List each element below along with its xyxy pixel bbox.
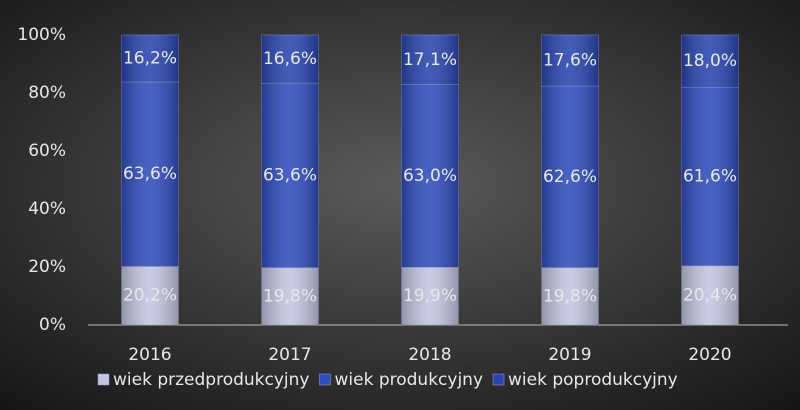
y-tick-label: 80%: [28, 83, 66, 103]
data-label: 61,6%: [683, 167, 737, 187]
bar-shade: [261, 267, 319, 325]
bar-shade: [681, 265, 739, 325]
y-tick-label: 40%: [28, 199, 66, 219]
legend-label: wiek poprodukcyjny: [508, 370, 678, 390]
legend-swatch: [97, 373, 110, 386]
bar-shade: [401, 84, 459, 268]
y-tick-label: 0%: [39, 315, 66, 335]
x-tick-label: 2016: [128, 345, 171, 365]
bar-shade: [261, 83, 319, 268]
bar-shade: [401, 35, 459, 85]
bar-shade: [121, 35, 179, 82]
legend-label: wiek przedprodukcyjny: [113, 370, 309, 390]
bar-shade: [121, 81, 179, 267]
bar-shade: [261, 35, 319, 84]
x-tick-label: 2018: [408, 345, 451, 365]
legend-label: wiek produkcyjny: [334, 370, 483, 390]
y-tick-label: 20%: [28, 257, 66, 277]
data-label: 63,6%: [123, 164, 177, 184]
bar-shade: [401, 267, 459, 325]
bar-shade: [681, 87, 739, 266]
data-label: 16,6%: [263, 49, 317, 69]
bar-shade: [121, 266, 179, 325]
x-tick-label: 2019: [548, 345, 591, 365]
data-label: 19,8%: [263, 286, 317, 306]
data-label: 19,8%: [543, 286, 597, 306]
x-tick-label: 2020: [688, 345, 731, 365]
data-label: 18,0%: [683, 51, 737, 71]
data-label: 17,1%: [403, 50, 457, 70]
data-label: 63,6%: [263, 165, 317, 185]
data-label: 17,6%: [543, 51, 597, 71]
bar-shade: [541, 267, 599, 325]
bar-shade: [681, 35, 739, 88]
data-label: 16,2%: [123, 48, 177, 68]
data-label: 20,2%: [123, 286, 177, 306]
bar-shade: [541, 86, 599, 268]
bar-shade: [541, 35, 599, 87]
x-tick-label: 2017: [268, 345, 311, 365]
data-label: 63,0%: [403, 166, 457, 186]
y-tick-label: 60%: [28, 141, 66, 161]
legend-swatch: [319, 373, 331, 386]
data-label: 20,4%: [683, 285, 737, 305]
data-label: 62,6%: [543, 167, 597, 187]
legend-swatch: [492, 373, 505, 386]
data-label: 19,9%: [403, 286, 457, 306]
y-tick-label: 100%: [17, 25, 66, 45]
